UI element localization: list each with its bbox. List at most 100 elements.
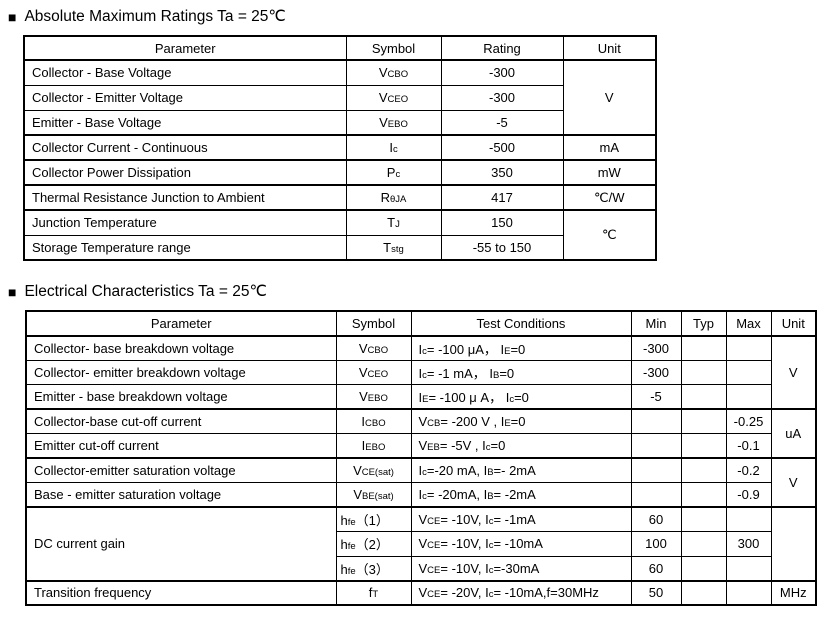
cell-test-conditions: Ic=-20 mA, IB=- 2mA — [410, 457, 632, 483]
column-header-typ: Typ — [680, 310, 727, 337]
cell-symbol: VCBO — [335, 335, 412, 361]
section-title-electrical-characteristics: ■ Electrical Characteristics Ta = 25℃ — [8, 282, 822, 301]
cell-test-conditions: IE= -100 μ A， Ic=0 — [410, 384, 632, 410]
cell-max: -0.9 — [725, 482, 772, 508]
table-row: Collector Current - Continuous Ic -500 m… — [23, 134, 657, 161]
cell-parameter: Thermal Resistance Junction to Ambient — [23, 184, 347, 211]
column-header-min: Min — [630, 310, 682, 337]
cell-unit: V — [770, 457, 817, 508]
table-row: Collector- base breakdown voltage VCBO I… — [25, 335, 817, 410]
section-title-text: Absolute Maximum Ratings Ta = 25℃ — [24, 8, 286, 25]
cell-unit: ℃ — [562, 209, 657, 261]
datasheet-page: { "colors": { "text": "#000000", "border… — [0, 7, 822, 619]
cell-rating: 150 — [440, 209, 564, 236]
electrical-characteristics-table: Parameter Symbol Test Conditions Min Typ… — [25, 310, 817, 606]
column-header-parameter: Parameter — [25, 310, 337, 337]
cell-unit: uA — [770, 408, 817, 459]
cell-parameter: Collector-base cut-off current — [25, 408, 337, 434]
cell-test-conditions: Ic= -100 μA， IE=0 — [410, 335, 632, 361]
cell-max: -0.1 — [725, 433, 772, 459]
cell-parameter: Emitter - base breakdown voltage — [25, 384, 337, 410]
cell-symbol: VCEO — [335, 359, 412, 385]
cell-max — [725, 359, 772, 385]
cell-symbol: RθJA — [345, 184, 442, 211]
table-row: Base - emitter saturation voltage VBE(sa… — [25, 482, 816, 508]
column-header-rating: Rating — [440, 35, 564, 61]
cell-min: -300 — [630, 335, 682, 361]
cell-unit: mA — [562, 134, 657, 161]
cell-rating: 350 — [440, 159, 564, 186]
table-row: Collector - Emitter Voltage VCEO -300 — [23, 84, 656, 111]
cell-symbol: IEBO — [335, 433, 412, 459]
cell-symbol: VBE(sat) — [335, 482, 412, 508]
table-row: Collector-base cut-off current ICBO VCB=… — [25, 408, 817, 459]
cell-test-conditions: Ic= -20mA, IB= -2mA — [410, 482, 632, 508]
cell-max — [725, 506, 772, 532]
cell-typ — [680, 335, 727, 361]
cell-unit: mW — [562, 159, 657, 186]
cell-min: -300 — [630, 359, 682, 385]
cell-typ — [680, 555, 727, 581]
column-header-unit: Unit — [770, 310, 817, 337]
cell-parameter: Base - emitter saturation voltage — [25, 482, 337, 508]
table-row: Emitter - base breakdown voltage VEBO IE… — [25, 384, 816, 410]
cell-typ — [680, 433, 727, 459]
column-header-test-conditions: Test Conditions — [410, 310, 632, 337]
cell-unit — [770, 506, 817, 581]
cell-max — [725, 555, 772, 581]
column-header-parameter: Parameter — [23, 35, 347, 61]
cell-max — [725, 335, 772, 361]
cell-max: -0.2 — [725, 457, 772, 483]
cell-typ — [680, 531, 727, 557]
cell-test-conditions: VEB= -5V , Ic=0 — [410, 433, 632, 459]
cell-symbol: VEBO — [335, 384, 412, 410]
cell-rating: -5 — [440, 109, 564, 136]
column-header-symbol: Symbol — [335, 310, 412, 337]
cell-typ — [680, 359, 727, 385]
cell-parameter: Emitter cut-off current — [25, 433, 337, 459]
cell-unit: V — [562, 59, 657, 136]
cell-test-conditions: VCE= -20V, Ic= -10mA,f=30MHz — [410, 579, 632, 606]
cell-min: 50 — [630, 579, 682, 606]
cell-symbol: ICBO — [335, 408, 412, 434]
bullet-square-icon: ■ — [8, 8, 17, 25]
cell-symbol: hfe（2） — [335, 531, 412, 557]
cell-parameter: Transition frequency — [25, 579, 337, 606]
cell-parameter: Collector- base breakdown voltage — [25, 335, 337, 361]
table-row: Collector Power Dissipation Pc 350 mW — [23, 159, 657, 186]
table-row: DC current gain hfe（1） VCE= -10V, Ic= -1… — [25, 506, 817, 581]
cell-symbol: VCEO — [345, 84, 442, 111]
cell-unit: ℃/W — [562, 184, 657, 211]
column-header-symbol: Symbol — [345, 35, 442, 61]
cell-symbol: Ic — [345, 134, 442, 161]
cell-parameter: Collector Power Dissipation — [23, 159, 347, 186]
cell-unit: MHz — [770, 579, 817, 606]
cell-typ — [680, 482, 727, 508]
cell-parameter: Collector- emitter breakdown voltage — [25, 359, 337, 385]
cell-min — [630, 482, 682, 508]
table-row: Emitter - Base Voltage VEBO -5 — [23, 109, 656, 136]
cell-max — [725, 384, 772, 410]
table-row: Transition frequency fT VCE= -20V, Ic= -… — [25, 579, 817, 606]
cell-max: 300 — [725, 531, 772, 557]
section-title-text: Electrical Characteristics Ta = 25℃ — [24, 283, 267, 300]
bullet-square-icon: ■ — [8, 283, 17, 300]
cell-symbol: hfe（1） — [335, 506, 412, 532]
cell-test-conditions: VCE= -10V, Ic=-30mA — [410, 555, 632, 581]
table-row: Collector - Base Voltage VCBO -300 V — [23, 59, 657, 136]
cell-min — [630, 433, 682, 459]
cell-parameter: Collector Current - Continuous — [23, 134, 347, 161]
absolute-maximum-ratings-table: Parameter Symbol Rating Unit Collector -… — [23, 35, 657, 261]
cell-min — [630, 408, 682, 434]
table-row: hfe（2） VCE= -10V, Ic= -10mA 100 300 — [26, 531, 816, 557]
cell-symbol: VCBO — [345, 59, 442, 86]
cell-min: 60 — [630, 555, 682, 581]
cell-parameter: DC current gain — [25, 506, 337, 581]
cell-typ — [680, 457, 727, 483]
table-header-row: Parameter Symbol Rating Unit — [23, 35, 657, 61]
column-header-unit: Unit — [562, 35, 657, 61]
cell-symbol: fT — [335, 579, 412, 606]
cell-typ — [680, 506, 727, 532]
cell-min: 60 — [630, 506, 682, 532]
section-title-absolute-maximum-ratings: ■ Absolute Maximum Ratings Ta = 25℃ — [8, 7, 822, 26]
